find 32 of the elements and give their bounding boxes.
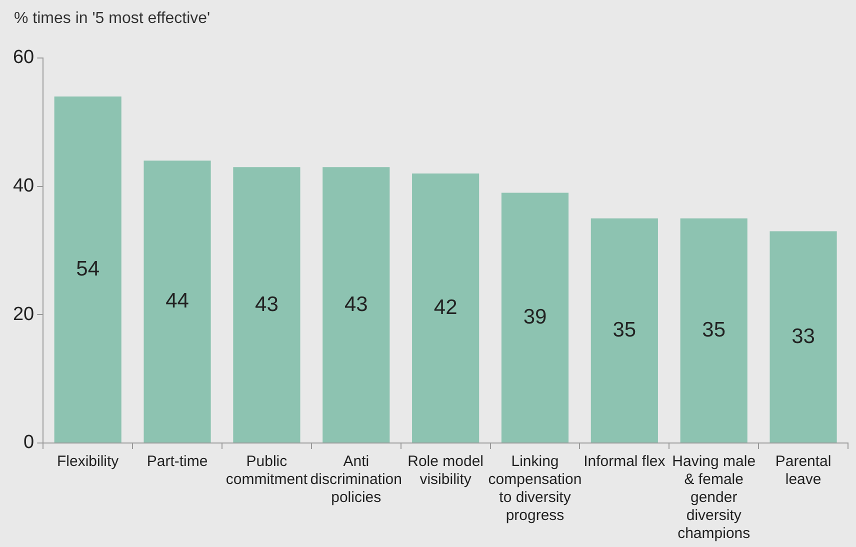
y-tick-label: 40 (12, 176, 34, 197)
bar (233, 167, 300, 442)
x-tick-label: Linking compensation to diversity progress (488, 453, 582, 524)
bar (590, 218, 658, 442)
x-tick-label: Having male & female gender diversity champions (672, 453, 756, 542)
bar (412, 174, 480, 442)
y-axis-title: % times in '5 most effective' (14, 10, 210, 28)
bar (54, 96, 122, 442)
data-label: 43 (255, 292, 278, 316)
y-tick-label: 20 (12, 304, 34, 325)
bar (770, 231, 837, 442)
x-tick-label: Role model visibility (408, 453, 484, 488)
y-tick-label: 0 (24, 432, 34, 454)
bar (144, 160, 211, 442)
x-tick-label: Parental leave (775, 453, 832, 488)
data-label: 33 (792, 324, 815, 348)
bar (322, 167, 390, 442)
x-tick-label: Flexibility (57, 453, 120, 470)
data-label: 35 (612, 318, 636, 342)
bar (501, 192, 569, 442)
x-tick-label: Part-time (146, 453, 208, 470)
data-label: 43 (344, 292, 368, 316)
x-tick-label: Informal flex (584, 453, 666, 470)
bar (680, 218, 748, 442)
data-label: 35 (702, 318, 726, 342)
x-tick-label: Public commitment (226, 453, 308, 488)
data-label: 42 (434, 296, 458, 320)
x-tick-label: Anti discrimination policies (310, 453, 402, 506)
data-label: 44 (166, 290, 190, 313)
data-label: 39 (523, 306, 547, 329)
y-tick-label: 60 (12, 47, 34, 68)
data-label: 54 (76, 258, 100, 281)
